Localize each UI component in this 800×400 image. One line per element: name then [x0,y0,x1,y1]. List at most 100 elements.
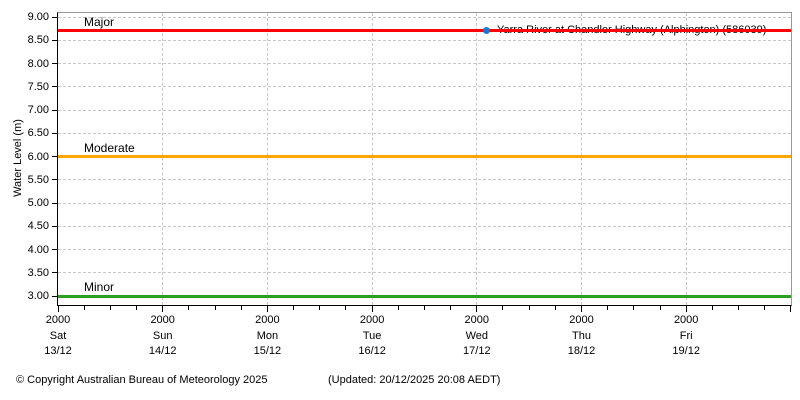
y-tick-label: 6.50 [27,127,49,140]
x-tick-date: 18/12 [567,345,596,357]
y-tick-label: 5.50 [27,173,49,186]
y-tick-label: 3.50 [27,266,49,279]
x-minor-tick-mark [109,306,111,310]
y-tick-mark [52,63,57,64]
x-minor-tick-mark [633,306,635,310]
y-gridline [58,86,791,88]
y-gridline [58,272,791,274]
x-minor-tick-mark [607,306,609,310]
y-gridline [58,132,791,134]
y-tick-mark [52,225,57,227]
x-gridline [162,13,164,305]
x-tick-time: 2000 [359,314,385,326]
y-tick-label: 7.50 [27,80,49,93]
x-minor-tick-mark [450,306,452,310]
x-major-tick-mark [266,306,268,312]
threshold-label-minor: Minor [84,280,115,294]
x-gridline [476,13,478,305]
x-major-tick-mark [790,306,792,312]
x-tick-time: 2000 [255,314,280,326]
legend-marker-icon [483,27,490,34]
y-tick-label: 7.00 [27,104,49,116]
x-minor-tick-mark [502,306,504,310]
y-tick-mark [52,249,57,250]
y-tick-mark [52,202,57,204]
threshold-line-major [58,29,791,33]
x-tick-label: 2000 Wed 17/12 [437,313,517,360]
x-tick-time: 2000 [464,314,490,326]
x-tick-label: 2000 Fri 19/12 [646,313,726,360]
plot-area-frame [57,12,792,306]
x-minor-tick-mark [397,306,399,310]
copyright-text: © Copyright Australian Bureau of Meteoro… [16,374,268,386]
x-major-tick-mark [162,306,164,312]
x-gridline [266,13,268,305]
y-tick-mark [52,86,57,88]
x-tick-label: 2000 Tue 16/12 [332,313,412,360]
x-minor-tick-mark [345,306,347,310]
x-tick-date: 17/12 [463,345,491,357]
x-tick-label: 2000 Mon 15/12 [227,313,307,360]
x-minor-tick-mark [293,306,295,310]
x-minor-tick-mark [188,306,190,310]
threshold-line-moderate [58,155,791,158]
x-tick-date: 15/12 [253,345,282,357]
updated-text: (Updated: 20/12/2025 20:08 AEDT) [328,374,501,386]
x-minor-tick-mark [528,306,530,310]
x-minor-tick-mark [423,306,425,310]
y-tick-mark [52,272,57,274]
x-tick-day: Tue [362,329,382,342]
y-gridline [58,202,791,204]
y-tick-mark [52,109,57,111]
x-tick-date: 19/12 [672,345,700,357]
x-tick-time: 2000 [673,314,699,326]
x-tick-label: 2000 Sat 13/12 [18,313,98,360]
x-major-tick-mark [476,306,478,312]
y-tick-label: 3.00 [27,290,49,302]
y-gridline [58,225,791,227]
y-tick-mark [52,179,57,181]
y-tick-label: 4.00 [27,243,49,256]
y-tick-mark [52,39,57,41]
x-major-tick-mark [57,306,59,312]
y-gridline [58,109,791,111]
x-tick-date: 16/12 [358,345,386,357]
x-minor-tick-mark [764,306,766,310]
x-major-tick-mark [581,306,582,312]
x-gridline [581,13,582,305]
threshold-label-moderate: Moderate [84,140,135,155]
x-minor-tick-mark [83,306,85,310]
x-tick-time: 2000 [569,314,594,326]
x-tick-date: 13/12 [44,345,72,357]
threshold-label-major: Major [84,14,115,29]
x-minor-tick-mark [214,306,216,310]
y-gridline [58,179,791,181]
x-minor-tick-mark [711,306,713,310]
x-tick-time: 2000 [45,314,71,326]
x-major-tick-mark [371,306,373,312]
x-tick-day: Wed [465,329,488,342]
x-minor-tick-mark [240,306,242,310]
y-tick-mark [52,156,57,157]
x-minor-tick-mark [554,306,556,310]
y-gridline [58,16,791,18]
y-tick-label: 8.00 [27,57,49,70]
x-tick-day: Thu [572,329,591,342]
x-tick-day: Sat [49,329,67,342]
y-tick-mark [52,295,57,297]
y-gridline [58,249,791,250]
x-tick-day: Fri [679,329,693,342]
y-gridline [58,63,791,64]
y-tick-mark [52,132,57,134]
y-tick-label: 6.00 [27,150,49,163]
x-minor-tick-mark [136,306,138,310]
x-tick-label: 2000 Sun 14/12 [123,313,203,360]
y-tick-mark [52,16,57,18]
threshold-line-minor [58,294,791,298]
x-minor-tick-mark [319,306,321,310]
x-tick-date: 14/12 [148,345,177,357]
x-tick-label: 2000 Thu 18/12 [542,313,622,360]
x-gridline [371,13,373,305]
y-gridline [58,39,791,41]
